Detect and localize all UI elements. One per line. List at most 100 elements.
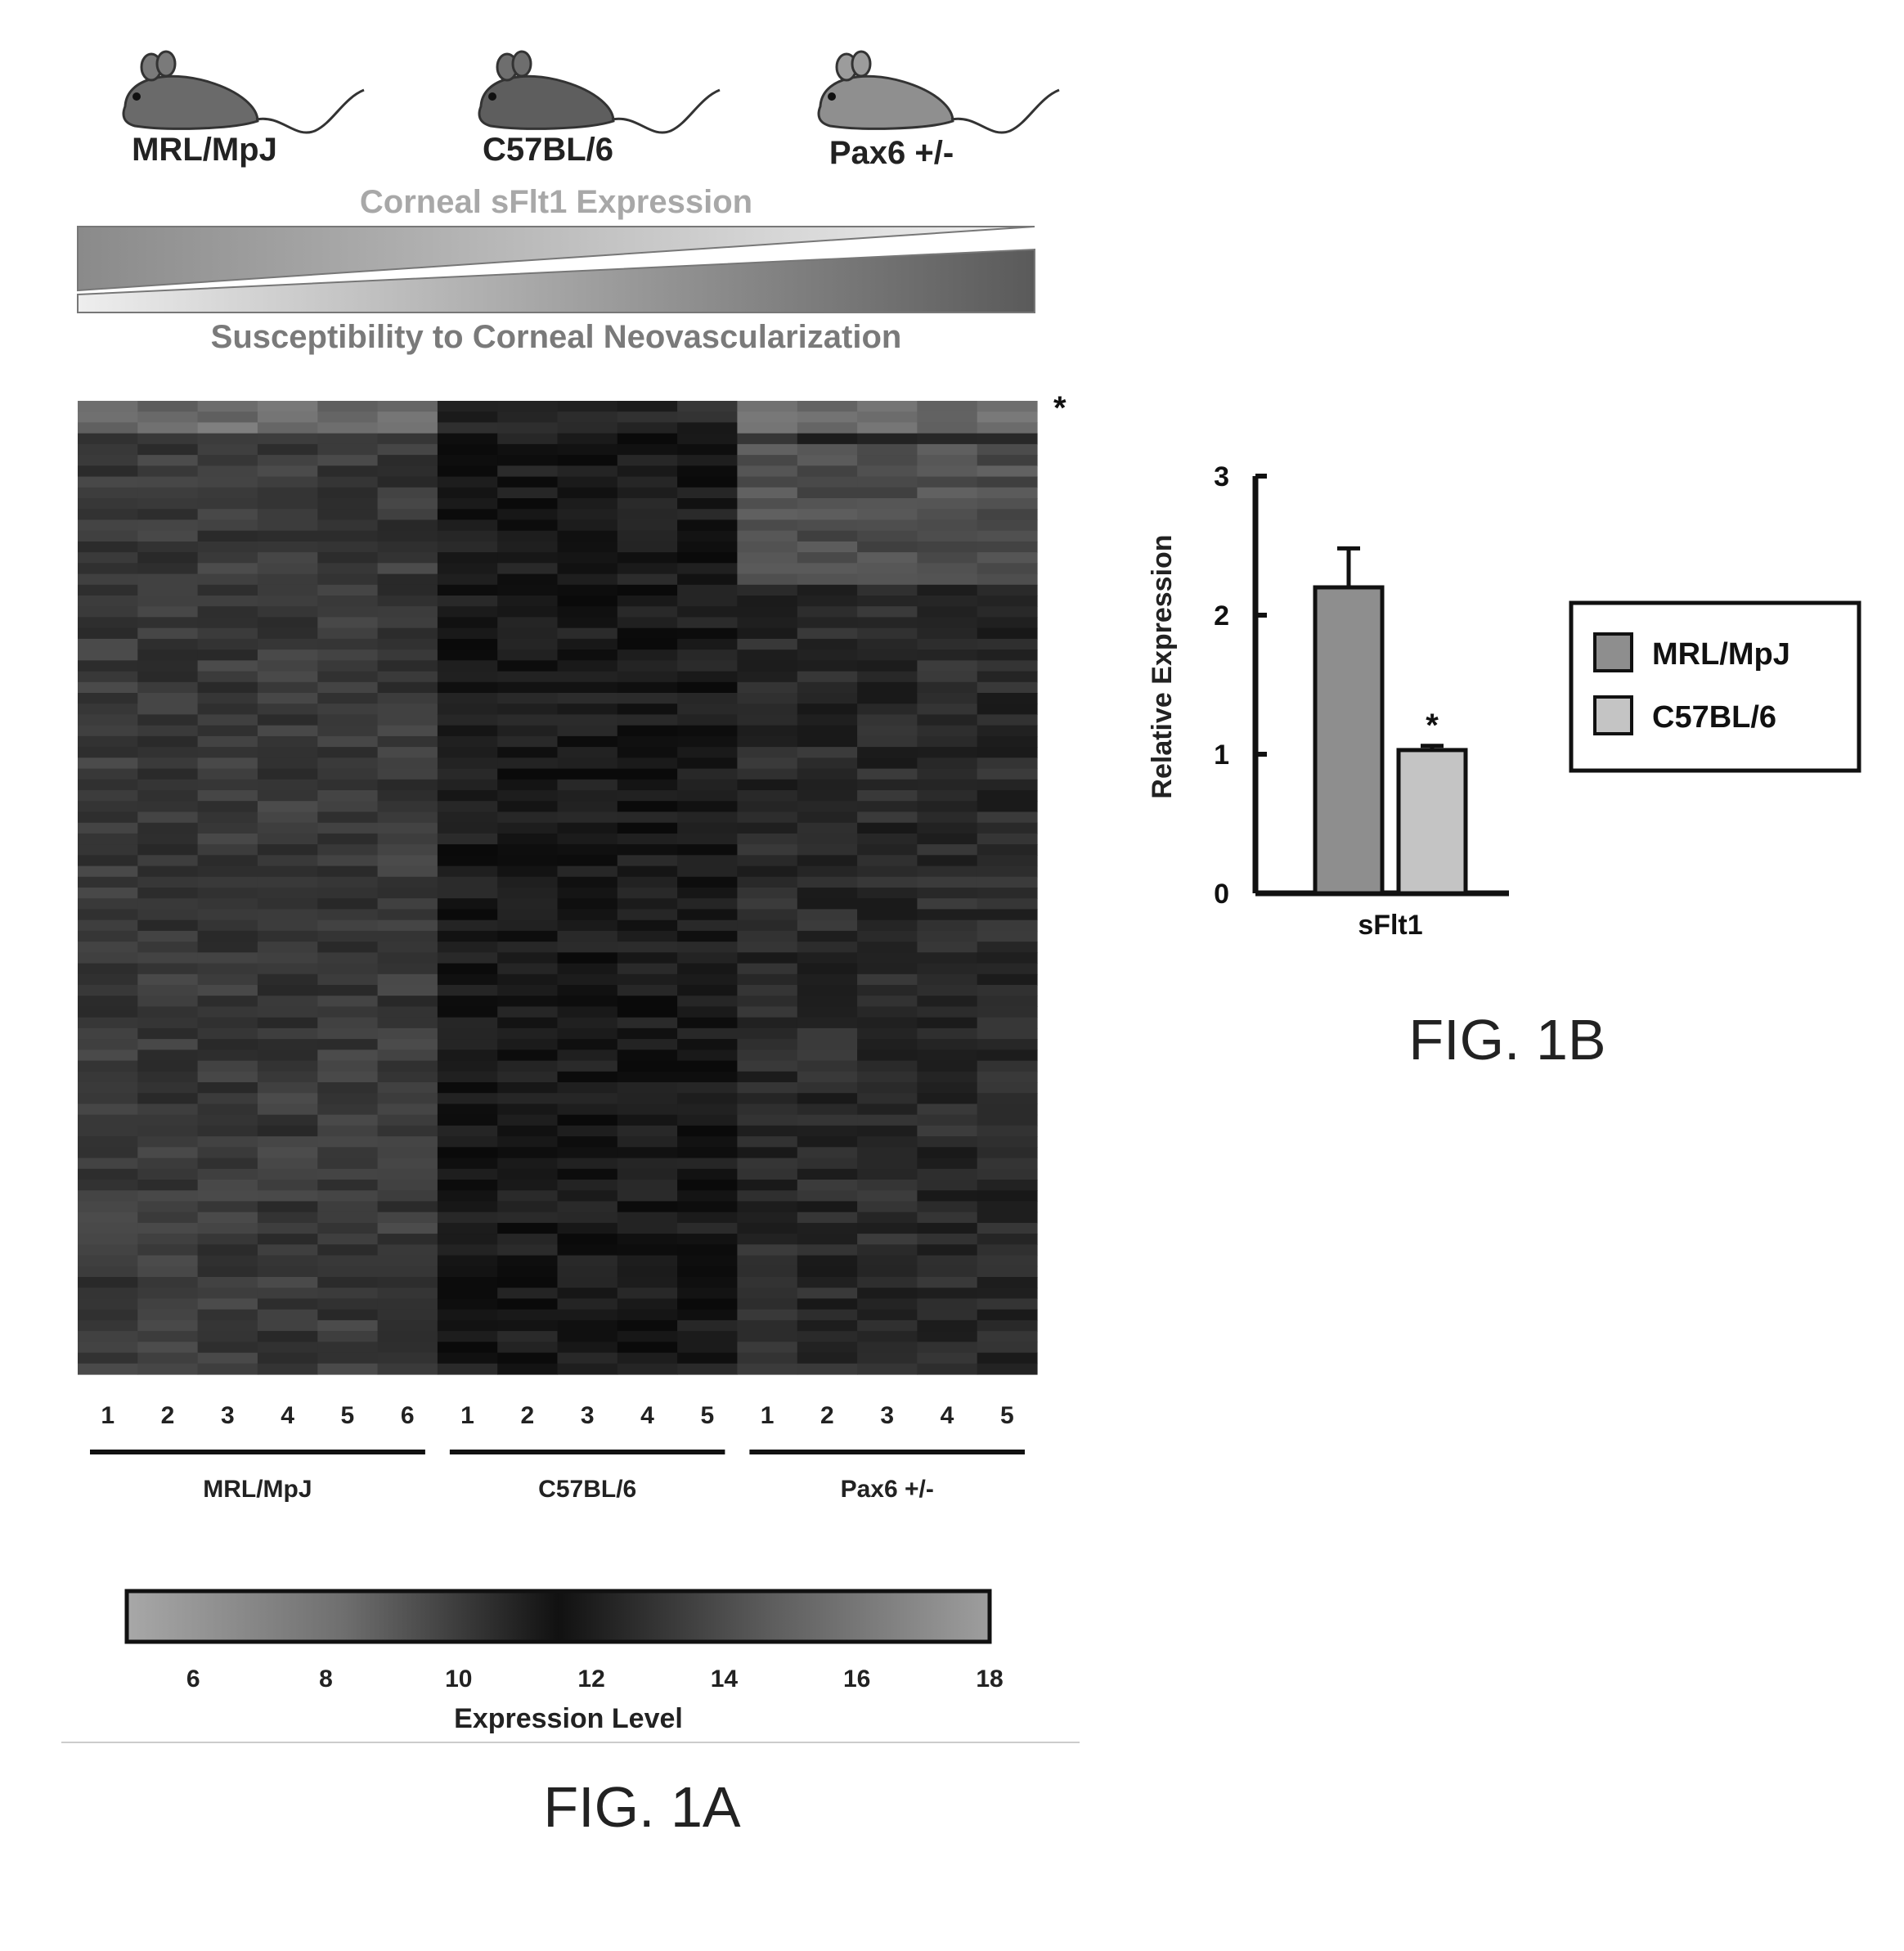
heatmap-cell <box>857 1082 918 1094</box>
heatmap-cell <box>137 1277 198 1288</box>
heatmap-cell <box>198 1072 258 1083</box>
heatmap-cell <box>378 552 438 564</box>
heatmap-cell <box>677 509 738 520</box>
heatmap-cell <box>198 552 258 564</box>
heatmap-cell <box>198 1039 258 1050</box>
heatmap-cell <box>438 1310 498 1321</box>
heatmap-cell <box>857 1180 918 1191</box>
heatmap-cell <box>737 855 797 866</box>
heatmap-cell <box>737 1353 797 1364</box>
colorbar-tick-label: 18 <box>976 1666 1003 1693</box>
heatmap-cell <box>857 1190 918 1202</box>
heatmap-cell <box>558 672 618 683</box>
heatmap-cell <box>258 498 318 510</box>
heatmap-cell <box>258 542 318 553</box>
heatmap-cell <box>497 855 558 866</box>
heatmap-cell <box>977 1190 1038 1202</box>
heatmap-cell <box>317 411 378 423</box>
heatmap-cell <box>78 1190 138 1202</box>
heatmap-cell <box>258 1244 318 1256</box>
heatmap-cell <box>977 585 1038 596</box>
heatmap-cell <box>78 1310 138 1321</box>
heatmap-cell <box>558 552 618 564</box>
heatmap-cell <box>78 660 138 672</box>
heatmap-cell <box>617 650 678 661</box>
heatmap-cell <box>317 790 378 802</box>
heatmap-cell <box>617 1223 678 1234</box>
heatmap-cell <box>438 726 498 737</box>
heatmap-cell <box>317 769 378 780</box>
heatmap-cell <box>198 823 258 834</box>
heatmap-cell <box>497 693 558 704</box>
heatmap-cell <box>677 401 738 412</box>
heatmap-cell <box>317 1158 378 1170</box>
heatmap-cell <box>378 920 438 932</box>
heatmap-cell <box>617 411 678 423</box>
heatmap-cell <box>438 834 498 845</box>
heatmap-cell <box>317 1244 378 1256</box>
heatmap-cell <box>737 401 797 412</box>
heatmap-cell <box>317 1136 378 1148</box>
heatmap-cell <box>737 952 797 964</box>
heatmap-cell <box>977 920 1038 932</box>
heatmap-cell <box>558 964 618 975</box>
heatmap-cell <box>137 1061 198 1072</box>
heatmap-cell <box>617 1364 678 1375</box>
heatmap-cell <box>78 1082 138 1094</box>
heatmap-cell <box>857 444 918 456</box>
heatmap-cell <box>558 1115 618 1126</box>
heatmap-cell <box>737 823 797 834</box>
heatmap-cell <box>617 465 678 477</box>
heatmap-cell <box>558 855 618 866</box>
heatmap-cell <box>977 693 1038 704</box>
heatmap-cell <box>857 888 918 899</box>
heatmap-cell <box>258 1028 318 1040</box>
heatmap-cell <box>737 996 797 1007</box>
heatmap-cell <box>917 574 977 586</box>
heatmap-cell <box>677 780 738 791</box>
heatmap-cell <box>137 519 198 531</box>
heatmap-cell <box>558 898 618 910</box>
heatmap-cell <box>857 1266 918 1278</box>
heatmap-cell <box>438 942 498 953</box>
fig-1b-caption: FIG. 1B <box>1408 1008 1605 1072</box>
heatmap-cell <box>137 704 198 715</box>
heatmap-cell <box>258 920 318 932</box>
heatmap-cell <box>497 617 558 628</box>
heatmap-cell <box>617 780 678 791</box>
heatmap-cell <box>558 780 618 791</box>
heatmap-cell <box>438 509 498 520</box>
heatmap-cell <box>137 1158 198 1170</box>
heatmap-cell <box>198 736 258 748</box>
heatmap-cell <box>977 1320 1038 1332</box>
heatmap-cell <box>977 672 1038 683</box>
heatmap-cell <box>857 714 918 726</box>
heatmap-cell <box>438 434 498 445</box>
heatmap-cell <box>317 757 378 769</box>
colorbar-tick-label: 6 <box>186 1666 200 1693</box>
heatmap-cell <box>378 1072 438 1083</box>
heatmap-cell <box>198 974 258 986</box>
heatmap-cell <box>797 519 858 531</box>
heatmap-cell <box>917 1277 977 1288</box>
heatmap-cell <box>917 931 977 942</box>
heatmap-cell <box>558 434 618 445</box>
heatmap-cell <box>137 985 198 996</box>
bar-y-tick-label: 2 <box>1214 600 1229 632</box>
heatmap-cell <box>78 1180 138 1191</box>
heatmap-cell <box>258 1342 318 1353</box>
heatmap-cell <box>497 1169 558 1180</box>
heatmap-cell <box>78 1320 138 1332</box>
heatmap-cell <box>558 1050 618 1061</box>
legend-box <box>1571 603 1859 771</box>
heatmap-cell <box>258 465 318 477</box>
heatmap-cell <box>617 617 678 628</box>
heatmap-cell <box>857 1104 918 1115</box>
heatmap-cell <box>497 672 558 683</box>
heatmap-cell <box>497 704 558 715</box>
heatmap-cell <box>497 823 558 834</box>
heatmap-group-label: Pax6 +/- <box>841 1476 934 1503</box>
heatmap-cell <box>558 1018 618 1029</box>
heatmap-cell <box>558 693 618 704</box>
heatmap-cell <box>977 1310 1038 1321</box>
